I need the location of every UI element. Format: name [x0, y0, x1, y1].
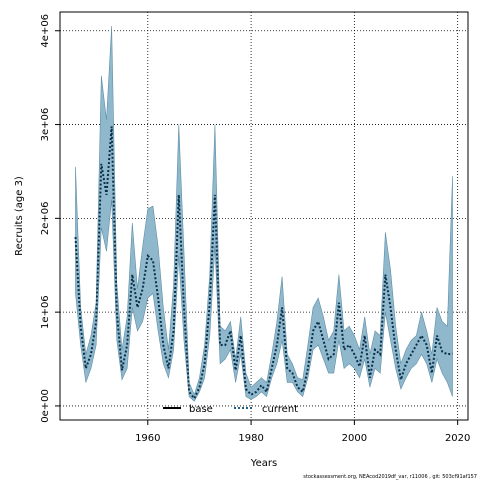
x-tick-label-2020: 2020: [445, 433, 470, 444]
y-tick-label-2: 2e+06: [40, 202, 51, 236]
legend: base current: [163, 404, 298, 415]
y-axis: 0e+00 1e+06 2e+06 3e+06 4e+06: [40, 14, 60, 423]
x-axis-label: Years: [250, 458, 277, 469]
y-tick-label-0: 0e+00: [40, 389, 51, 423]
confidence-band-area: [75, 26, 453, 402]
x-tick-label-2000: 2000: [342, 433, 367, 444]
y-tick-label-3: 3e+06: [40, 108, 51, 142]
x-tick-label-1960: 1960: [135, 433, 160, 444]
legend-current-label: current: [262, 404, 298, 415]
x-tick-label-1980: 1980: [238, 433, 263, 444]
credit-text: stockassessment.org, NEAcod2019df_var, r…: [303, 474, 477, 480]
legend-base-label: base: [189, 404, 213, 415]
confidence-band: [75, 26, 453, 402]
plot-frame: [59, 11, 469, 421]
y-tick-label-1: 1e+06: [40, 295, 51, 329]
y-axis-label: Recruits (age 3): [14, 176, 25, 256]
grid-lines: [60, 12, 468, 420]
x-axis: 1960 1980 2000 2020: [135, 420, 470, 444]
y-tick-label-4: 4e+06: [40, 14, 51, 48]
